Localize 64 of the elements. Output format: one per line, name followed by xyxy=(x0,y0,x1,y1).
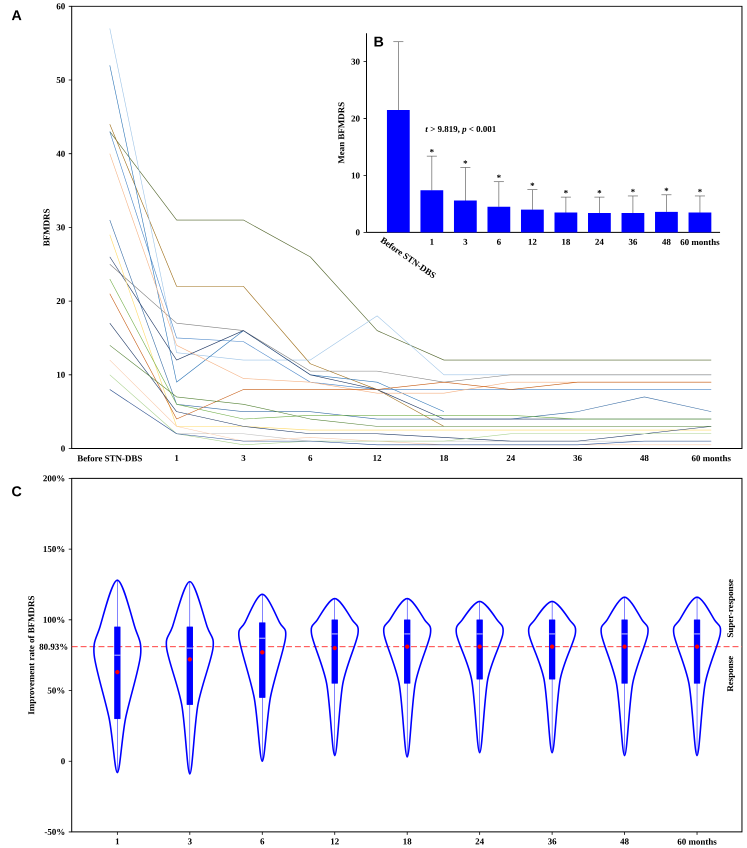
x-tick-label: 18 xyxy=(440,454,448,462)
y-tick-label: 30 xyxy=(56,224,65,230)
x-tick-label: 6 xyxy=(260,838,264,844)
annotation: * xyxy=(664,188,668,192)
y-tick-label: 10 xyxy=(57,372,65,378)
x-tick-label: 48 xyxy=(640,454,649,462)
annotation: * xyxy=(430,149,434,152)
y-tick-label: 40 xyxy=(56,150,65,157)
y-axis-title: BFMDRS xyxy=(44,208,50,246)
y-tick-label: 30 xyxy=(351,58,360,65)
x-tick-label: 18 xyxy=(403,838,412,844)
x-tick-label: 3 xyxy=(242,454,246,461)
x-tick-label: 36 xyxy=(628,238,638,245)
x-tick-label: 60 months xyxy=(678,838,717,845)
y-tick-label: 100% xyxy=(44,616,64,623)
chart-title: C xyxy=(12,486,22,496)
y-tick-label: -50% xyxy=(44,828,64,835)
ref-line-label: 80.93% xyxy=(40,644,68,650)
x-tick-label: 18 xyxy=(562,238,570,245)
x-tick-label: 1 xyxy=(175,454,178,461)
y-tick-label: 50% xyxy=(48,687,64,694)
x-tick-label: 36 xyxy=(573,454,582,461)
annotation: * xyxy=(698,188,702,192)
y-tick-label: 200% xyxy=(43,475,64,482)
y-tick-label: 50 xyxy=(56,76,65,84)
x-tick-label: 3 xyxy=(188,838,192,844)
x-tick-label: 36 xyxy=(548,838,556,844)
annotation: * xyxy=(631,188,635,192)
x-tick-label: Before STN-DBS xyxy=(77,454,142,462)
y-axis-title: Mean BFMDRS xyxy=(338,102,344,164)
x-tick-label: 60 months xyxy=(692,454,731,462)
annotation: Response xyxy=(727,656,735,692)
x-tick-label: 24 xyxy=(595,238,604,245)
y-tick-label: 0 xyxy=(61,445,65,452)
x-tick-label: 12 xyxy=(528,238,536,245)
chart-title: B xyxy=(374,36,384,47)
x-tick-label: 1 xyxy=(430,238,434,245)
chart-title: A xyxy=(12,10,22,20)
y-tick-label: 60 xyxy=(56,3,65,10)
y-tick-label: 10 xyxy=(352,172,360,178)
x-tick-label: 1 xyxy=(116,838,120,844)
x-tick-label: 24 xyxy=(476,838,484,844)
x-tick-label: 48 xyxy=(662,238,671,245)
x-tick-label: 3 xyxy=(464,238,468,245)
annotation: t > 9.819, p < 0.001 xyxy=(426,126,496,134)
x-tick-label: 48 xyxy=(620,838,629,844)
annotation: * xyxy=(530,182,534,186)
x-tick-label: 6 xyxy=(496,238,501,245)
y-tick-label: 20 xyxy=(56,298,65,304)
y-tick-label: 20 xyxy=(351,116,360,122)
annotation: * xyxy=(564,190,568,194)
y-tick-label: 150% xyxy=(44,546,64,552)
annotation: * xyxy=(598,190,602,194)
y-tick-label: 0 xyxy=(356,229,360,236)
x-tick-label: 6 xyxy=(308,454,312,461)
annotation: Super-response xyxy=(727,579,736,638)
y-axis-title: Improvement rate of BFMDRS xyxy=(28,596,36,714)
x-tick-label: 12 xyxy=(331,838,339,844)
x-tick-label: 24 xyxy=(506,454,516,461)
annotation: * xyxy=(464,160,468,164)
x-tick-label: 12 xyxy=(373,454,382,461)
annotation: * xyxy=(497,174,501,178)
x-tick-label: 60 months xyxy=(680,238,720,246)
y-tick-label: 0 xyxy=(61,758,65,764)
